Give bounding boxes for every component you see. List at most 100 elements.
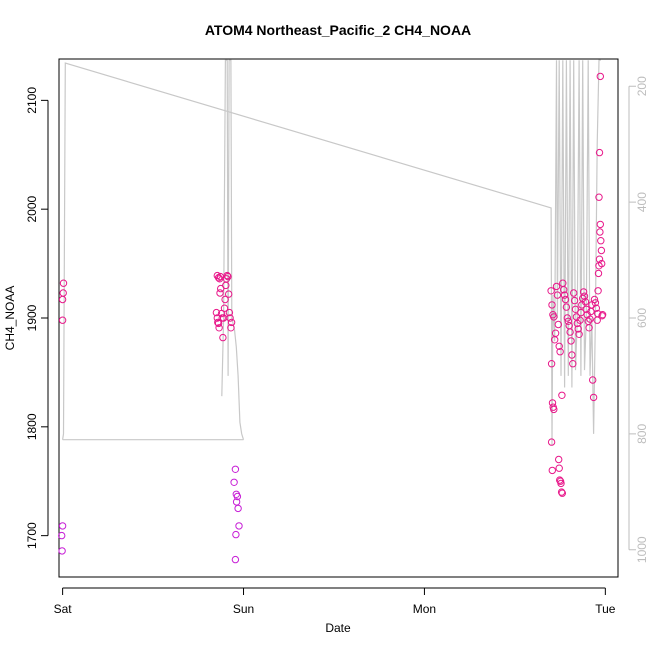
x-tick-label: Sat [54,602,73,616]
data-point [570,289,578,297]
data-point [598,311,607,319]
data-point [589,393,598,402]
data-point [552,282,561,291]
data-point [58,316,67,324]
data-point [570,296,579,305]
data-point [558,391,566,399]
data-point [594,287,602,295]
data-point [233,492,242,501]
data-point [597,237,605,245]
data-point [547,287,555,295]
y-tick-label: 1900 [25,304,39,331]
y-tick-label: 2000 [25,196,39,223]
data-point [594,269,603,278]
data-point [232,530,240,539]
x-tick-label: Sun [233,602,254,616]
data-point [571,305,580,313]
data-point [556,476,564,484]
points-layer [58,72,607,564]
data-point [222,275,231,283]
data-point [576,316,584,324]
data-point [221,295,229,304]
data-point [550,313,558,321]
data-point [216,289,224,297]
data-point [558,489,566,497]
data-point [567,337,575,345]
data-point [564,317,572,325]
y-axis: 1700 1800 1900 2000 2100 [25,87,49,549]
data-point [547,438,556,446]
data-point [561,295,570,304]
x-tick-label: Mon [413,602,436,616]
data-point [596,72,604,81]
data-point [548,301,556,309]
data-point [230,478,238,486]
data-point [590,295,599,304]
y2-tick-label: 200 [635,76,649,96]
data-point [563,314,571,322]
data-point [220,304,229,312]
y2-tick-label: 800 [635,424,649,444]
y-tick-label: 1700 [25,522,39,549]
y2-tick-label: 1000 [635,536,649,563]
data-point [592,304,600,312]
x-tick-label: Tue [595,602,616,616]
y-tick-label: 2100 [25,87,39,114]
data-point [215,324,223,332]
data-point [595,193,603,201]
data-point [557,488,566,496]
data-point [214,319,223,328]
secondary-line-1 [62,59,601,446]
data-point [58,547,66,555]
data-point [231,555,240,564]
data-point [596,228,604,236]
y-axis-label: CH4_NOAA [3,286,17,351]
data-point [214,274,223,282]
data-point [550,405,558,414]
data-point [547,360,556,368]
data-point [235,522,243,530]
data-point [586,315,594,323]
data-point [553,291,562,299]
data-point [58,295,67,304]
y2-axis: 200 400 600 800 1000 [628,76,649,563]
data-point [560,286,568,294]
data-point [227,318,236,327]
y2-tick-label: 400 [635,192,649,212]
data-point [595,148,604,157]
data-point [555,342,563,350]
data-point [577,308,585,317]
data-point [219,333,227,342]
data-point [595,255,604,263]
data-point [560,291,569,299]
data-point [566,328,574,336]
data-point [554,320,562,329]
data-point [556,348,564,356]
secondary-line-3 [221,59,245,440]
data-point [597,246,606,255]
data-point [591,299,600,307]
data-point [234,504,242,513]
data-point [225,290,233,298]
data-point [212,308,221,317]
data-point [579,288,588,296]
data-point [231,465,240,473]
chart-title: ATOM4 Northeast_Pacific_2 CH4_NOAA [205,22,471,38]
data-point [551,329,560,337]
data-point [227,324,235,332]
data-point [214,318,222,327]
data-point [223,271,231,280]
data-point [58,531,66,540]
data-point [59,279,68,287]
data-point [575,330,583,338]
x-axis: Sat Sun Mon Tue [54,587,616,616]
secondary-series-layer [62,59,601,446]
data-point [594,309,602,318]
y-tick-label: 1800 [25,413,39,440]
data-point [555,464,563,472]
data-point [596,220,604,229]
data-point [574,325,582,333]
data-point [217,284,225,293]
